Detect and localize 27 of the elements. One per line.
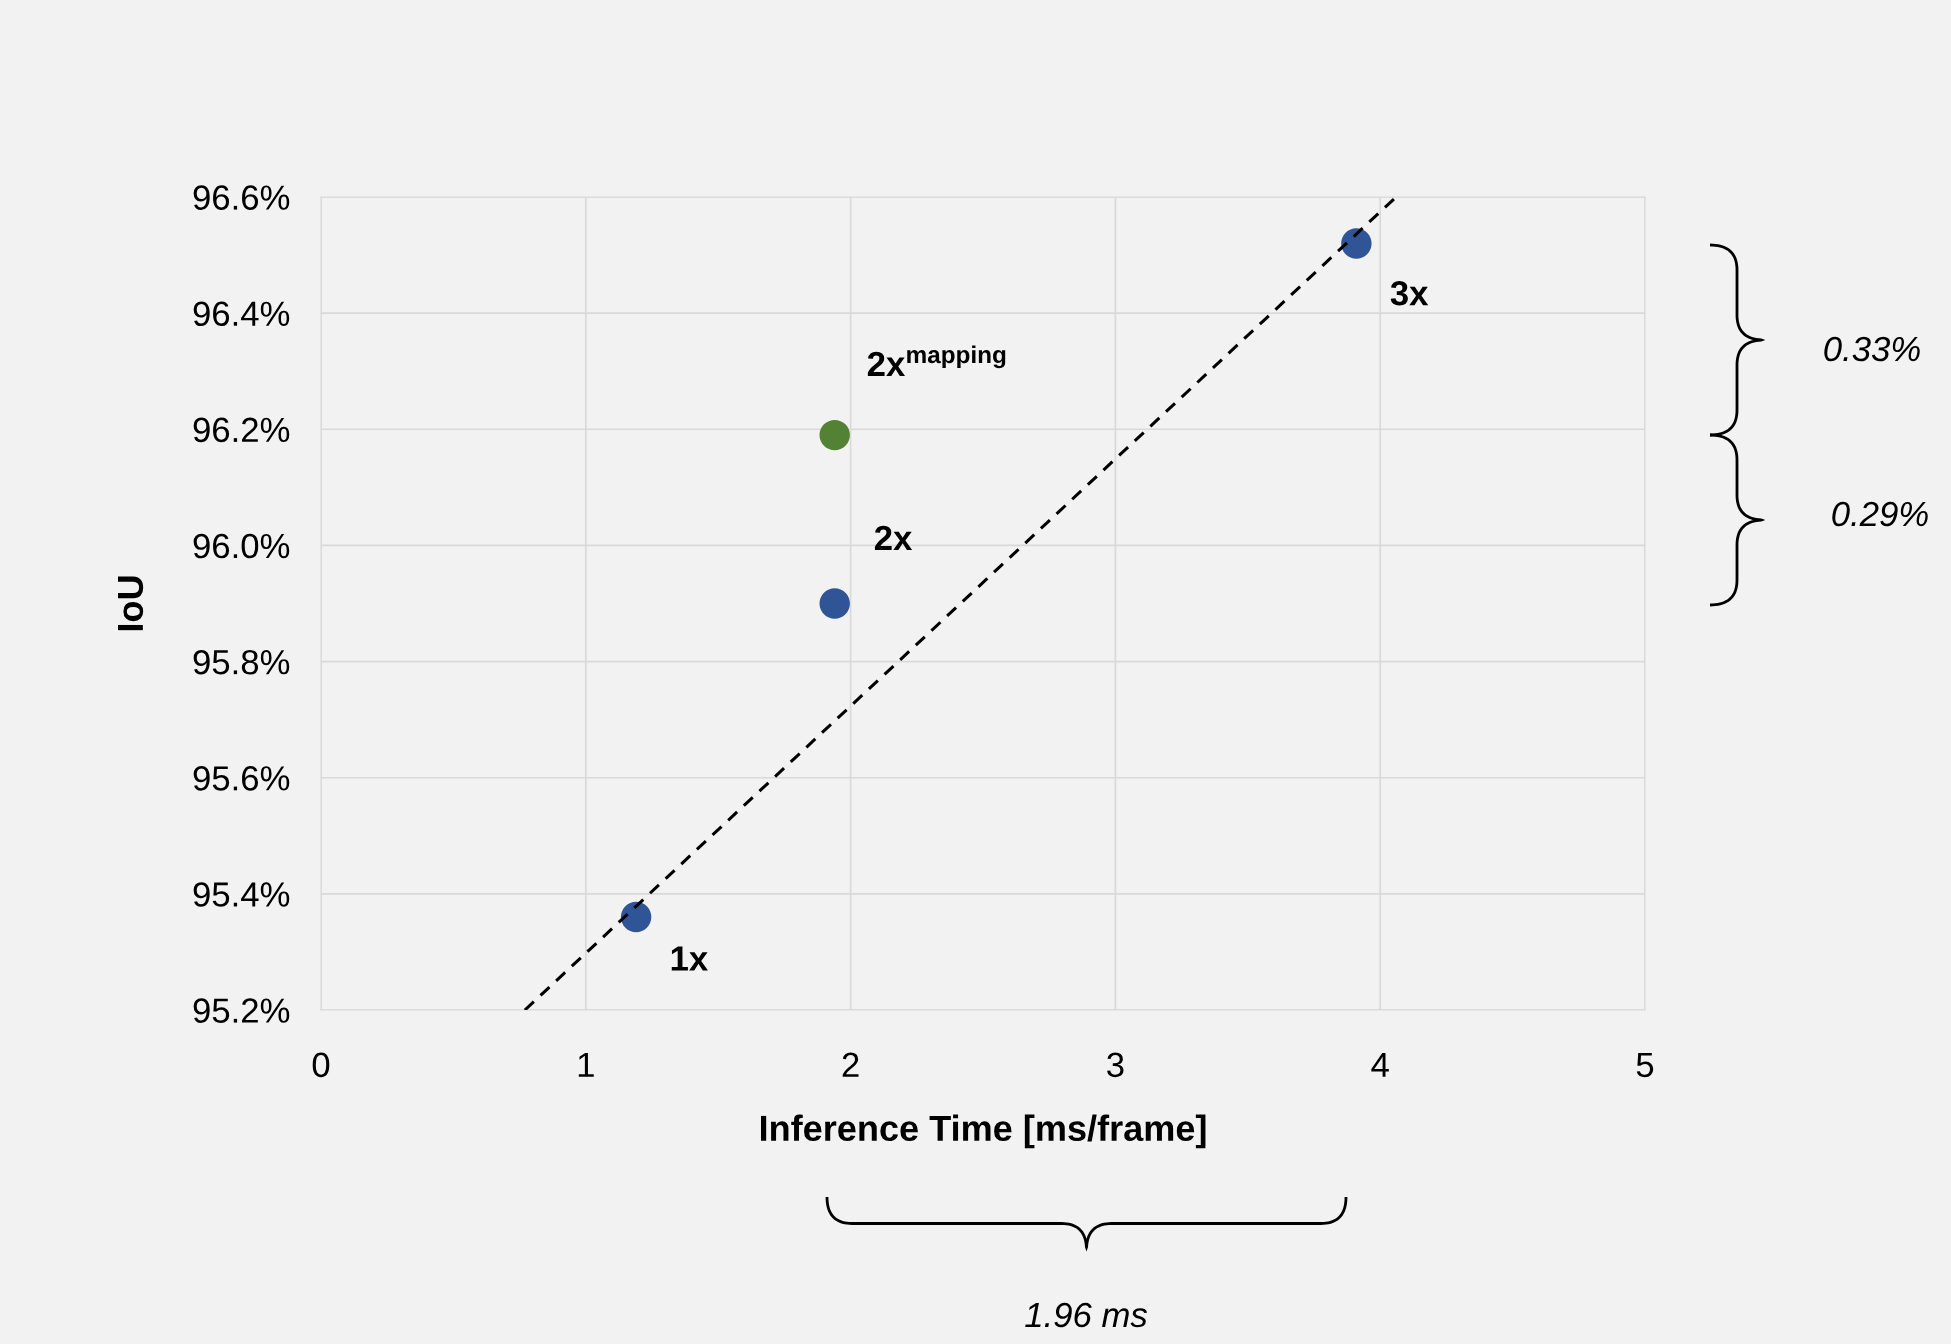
x-tick-label: 5 bbox=[1636, 1052, 1654, 1078]
text: 0.29% bbox=[1832, 501, 1928, 527]
annotation: 3x bbox=[1390, 280, 1429, 306]
x-tick-label: 2 bbox=[842, 1052, 859, 1077]
y-tick-label: 95.2% bbox=[193, 998, 290, 1023]
y-axis-title: IoU bbox=[117, 576, 144, 631]
annotation: 2x bbox=[874, 525, 913, 550]
text: 1.96 ms bbox=[1025, 1302, 1148, 1328]
y-tick-label: 96.2% bbox=[193, 417, 290, 443]
point bbox=[620, 901, 652, 933]
x-tick-label: 4 bbox=[1371, 1052, 1389, 1077]
point bbox=[819, 419, 850, 451]
text: 0.33% bbox=[1824, 336, 1920, 362]
x-tick-label: 3 bbox=[1107, 1052, 1124, 1078]
x-tick-label: 0 bbox=[312, 1052, 330, 1078]
y-tick-label: 96.6% bbox=[193, 185, 290, 210]
y-tick-label: 95.6% bbox=[193, 766, 290, 791]
annotation: 2x$^{mapping}$ bbox=[867, 345, 1006, 376]
point bbox=[819, 588, 850, 619]
y-tick-label: 95.8% bbox=[193, 649, 290, 675]
y-tick-label: 96.4% bbox=[193, 301, 290, 327]
point bbox=[1341, 228, 1372, 259]
x-tick-label: 1 bbox=[578, 1052, 594, 1077]
y-tick-label: 96.0% bbox=[193, 533, 290, 559]
annotation: 1x bbox=[671, 946, 708, 971]
x-axis-title: Inference Time [ms/frame] bbox=[760, 1114, 1206, 1149]
y-tick-label: 95.4% bbox=[193, 882, 290, 907]
